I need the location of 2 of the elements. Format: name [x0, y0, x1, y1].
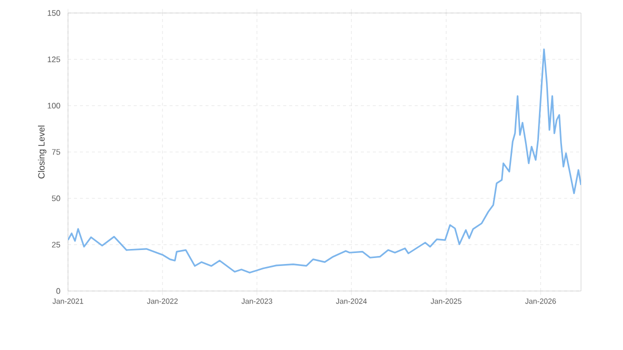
y-axis-title: Closing Level [38, 126, 46, 178]
line-series [68, 48, 582, 274]
